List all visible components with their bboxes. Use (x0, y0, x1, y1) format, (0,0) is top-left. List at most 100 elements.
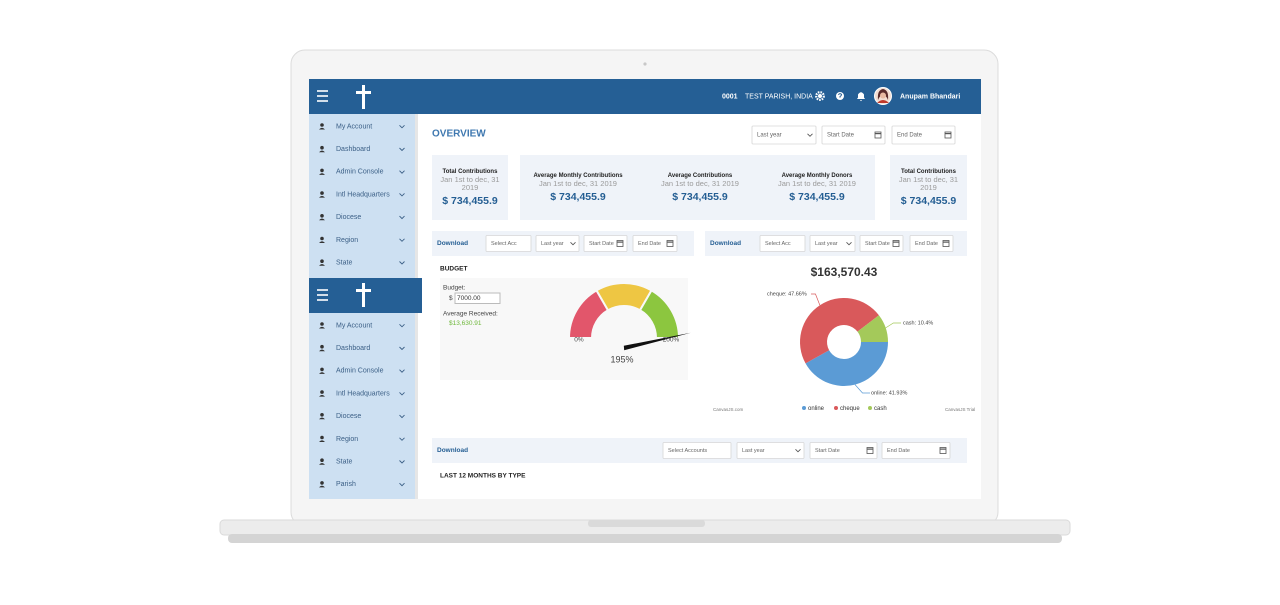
input[interactable] (821, 125, 886, 145)
menu-item[interactable] (309, 452, 415, 472)
input-text: Last year (742, 448, 765, 454)
menu-icon (320, 145, 324, 150)
chevron (846, 241, 852, 246)
menu-item[interactable] (309, 406, 415, 426)
gear (815, 91, 825, 101)
input[interactable] (632, 235, 678, 252)
download-link[interactable]: Download (710, 240, 741, 247)
input-text: End Date (638, 241, 661, 247)
menu-item[interactable] (309, 429, 415, 449)
input[interactable] (809, 235, 856, 252)
legend-marker (868, 406, 872, 410)
input-text: Start Date (589, 241, 614, 247)
menu-icon (320, 191, 324, 195)
logo (356, 85, 371, 109)
calendar-icon (874, 131, 882, 139)
stat-card (432, 155, 508, 220)
calendar-icon (942, 240, 950, 247)
laptop-notch (588, 520, 705, 527)
input[interactable] (909, 235, 954, 252)
input-text: Select Acc (491, 241, 517, 247)
input-text: End Date (897, 133, 923, 139)
chevron (399, 414, 405, 419)
stat-value: $ 734,455.9 (789, 190, 845, 203)
stat-card (890, 155, 967, 220)
help-icon[interactable] (836, 92, 844, 100)
cross-vertical (362, 85, 365, 109)
input[interactable] (891, 125, 956, 145)
calendar-icon (892, 240, 900, 247)
stat-title: Average Monthly Donors (781, 172, 853, 179)
calendar-icon (866, 447, 874, 454)
received-value: $13,630.91 (449, 320, 482, 327)
stat-value: $ 734,455.9 (442, 194, 498, 207)
input[interactable] (751, 125, 817, 145)
chevron (795, 448, 801, 453)
chevron (399, 323, 405, 328)
legend-marker (834, 406, 838, 410)
input[interactable] (859, 235, 904, 252)
menu-label: Admin Console (336, 169, 384, 176)
menu-icon (319, 195, 325, 198)
stat: Total Contributions Jan 1st to dec, 31 20… (890, 155, 967, 220)
input-text: Start Date (815, 448, 840, 454)
menu-label: State (336, 459, 352, 466)
currency: $ (449, 295, 453, 302)
menu-label: Dashboard (336, 146, 370, 153)
input[interactable] (736, 442, 805, 459)
menu-icon (320, 259, 324, 264)
stat-period: Jan 1st to dec, 31 2019 (440, 174, 500, 192)
avatar-face (880, 92, 886, 99)
legend-marker (802, 406, 806, 410)
menu-toggle[interactable] (317, 289, 328, 301)
budget-input[interactable] (454, 292, 501, 304)
menu-icon (319, 173, 325, 175)
menu-label: My Account (336, 123, 372, 130)
gauge-value-label: 195% (610, 354, 633, 364)
stat: Total Contributions Jan 1st to dec, 31 20… (432, 155, 508, 220)
menu-toggle[interactable] (317, 90, 328, 102)
stat-period: Jan 1st to dec, 31 2019 (661, 178, 739, 188)
avatar[interactable] (874, 87, 892, 105)
menu-item[interactable] (309, 253, 415, 273)
menu-icon (319, 326, 325, 329)
stat-card-group (520, 155, 875, 220)
calendar-icon (616, 240, 624, 247)
gauge-needle (623, 332, 691, 351)
received-label: Average Received: (443, 311, 498, 318)
download-link[interactable]: Download (437, 447, 468, 454)
menu-item[interactable] (309, 474, 415, 494)
download-link[interactable]: Download (437, 240, 468, 247)
input[interactable] (881, 442, 951, 459)
stat-period: Jan 1st to dec, 31 2019 (539, 178, 617, 188)
menu-label: My Account (336, 322, 372, 329)
input[interactable] (662, 442, 732, 459)
gear-center (818, 94, 822, 98)
gauge-band (638, 289, 681, 339)
input[interactable] (809, 442, 878, 459)
menu-label: State (336, 260, 352, 267)
menu-item[interactable] (309, 230, 415, 250)
laptop-base-shadow (228, 534, 1062, 543)
menu-icon (320, 236, 324, 241)
input[interactable] (535, 235, 580, 252)
input[interactable] (583, 235, 628, 252)
chevron (399, 460, 405, 464)
parish-code: 0001 (722, 93, 738, 100)
input[interactable] (759, 235, 806, 252)
menu-label: Region (336, 436, 358, 443)
input-text: End Date (915, 241, 938, 247)
section-title: LAST 12 MONTHS BY TYPE (440, 473, 526, 480)
menu-label: Parish (336, 481, 356, 488)
settings-icon[interactable] (815, 91, 825, 101)
input[interactable] (485, 235, 532, 252)
menu-label: Diocese (336, 413, 361, 420)
cross-vertical (362, 283, 365, 307)
menu-label: Intl Headquarters (336, 390, 390, 397)
notification-icon[interactable] (857, 92, 865, 102)
menu-icon (319, 241, 325, 243)
stat: Average Contributions Jan 1st to dec, 31 … (644, 155, 756, 220)
menu-item[interactable] (309, 207, 415, 227)
